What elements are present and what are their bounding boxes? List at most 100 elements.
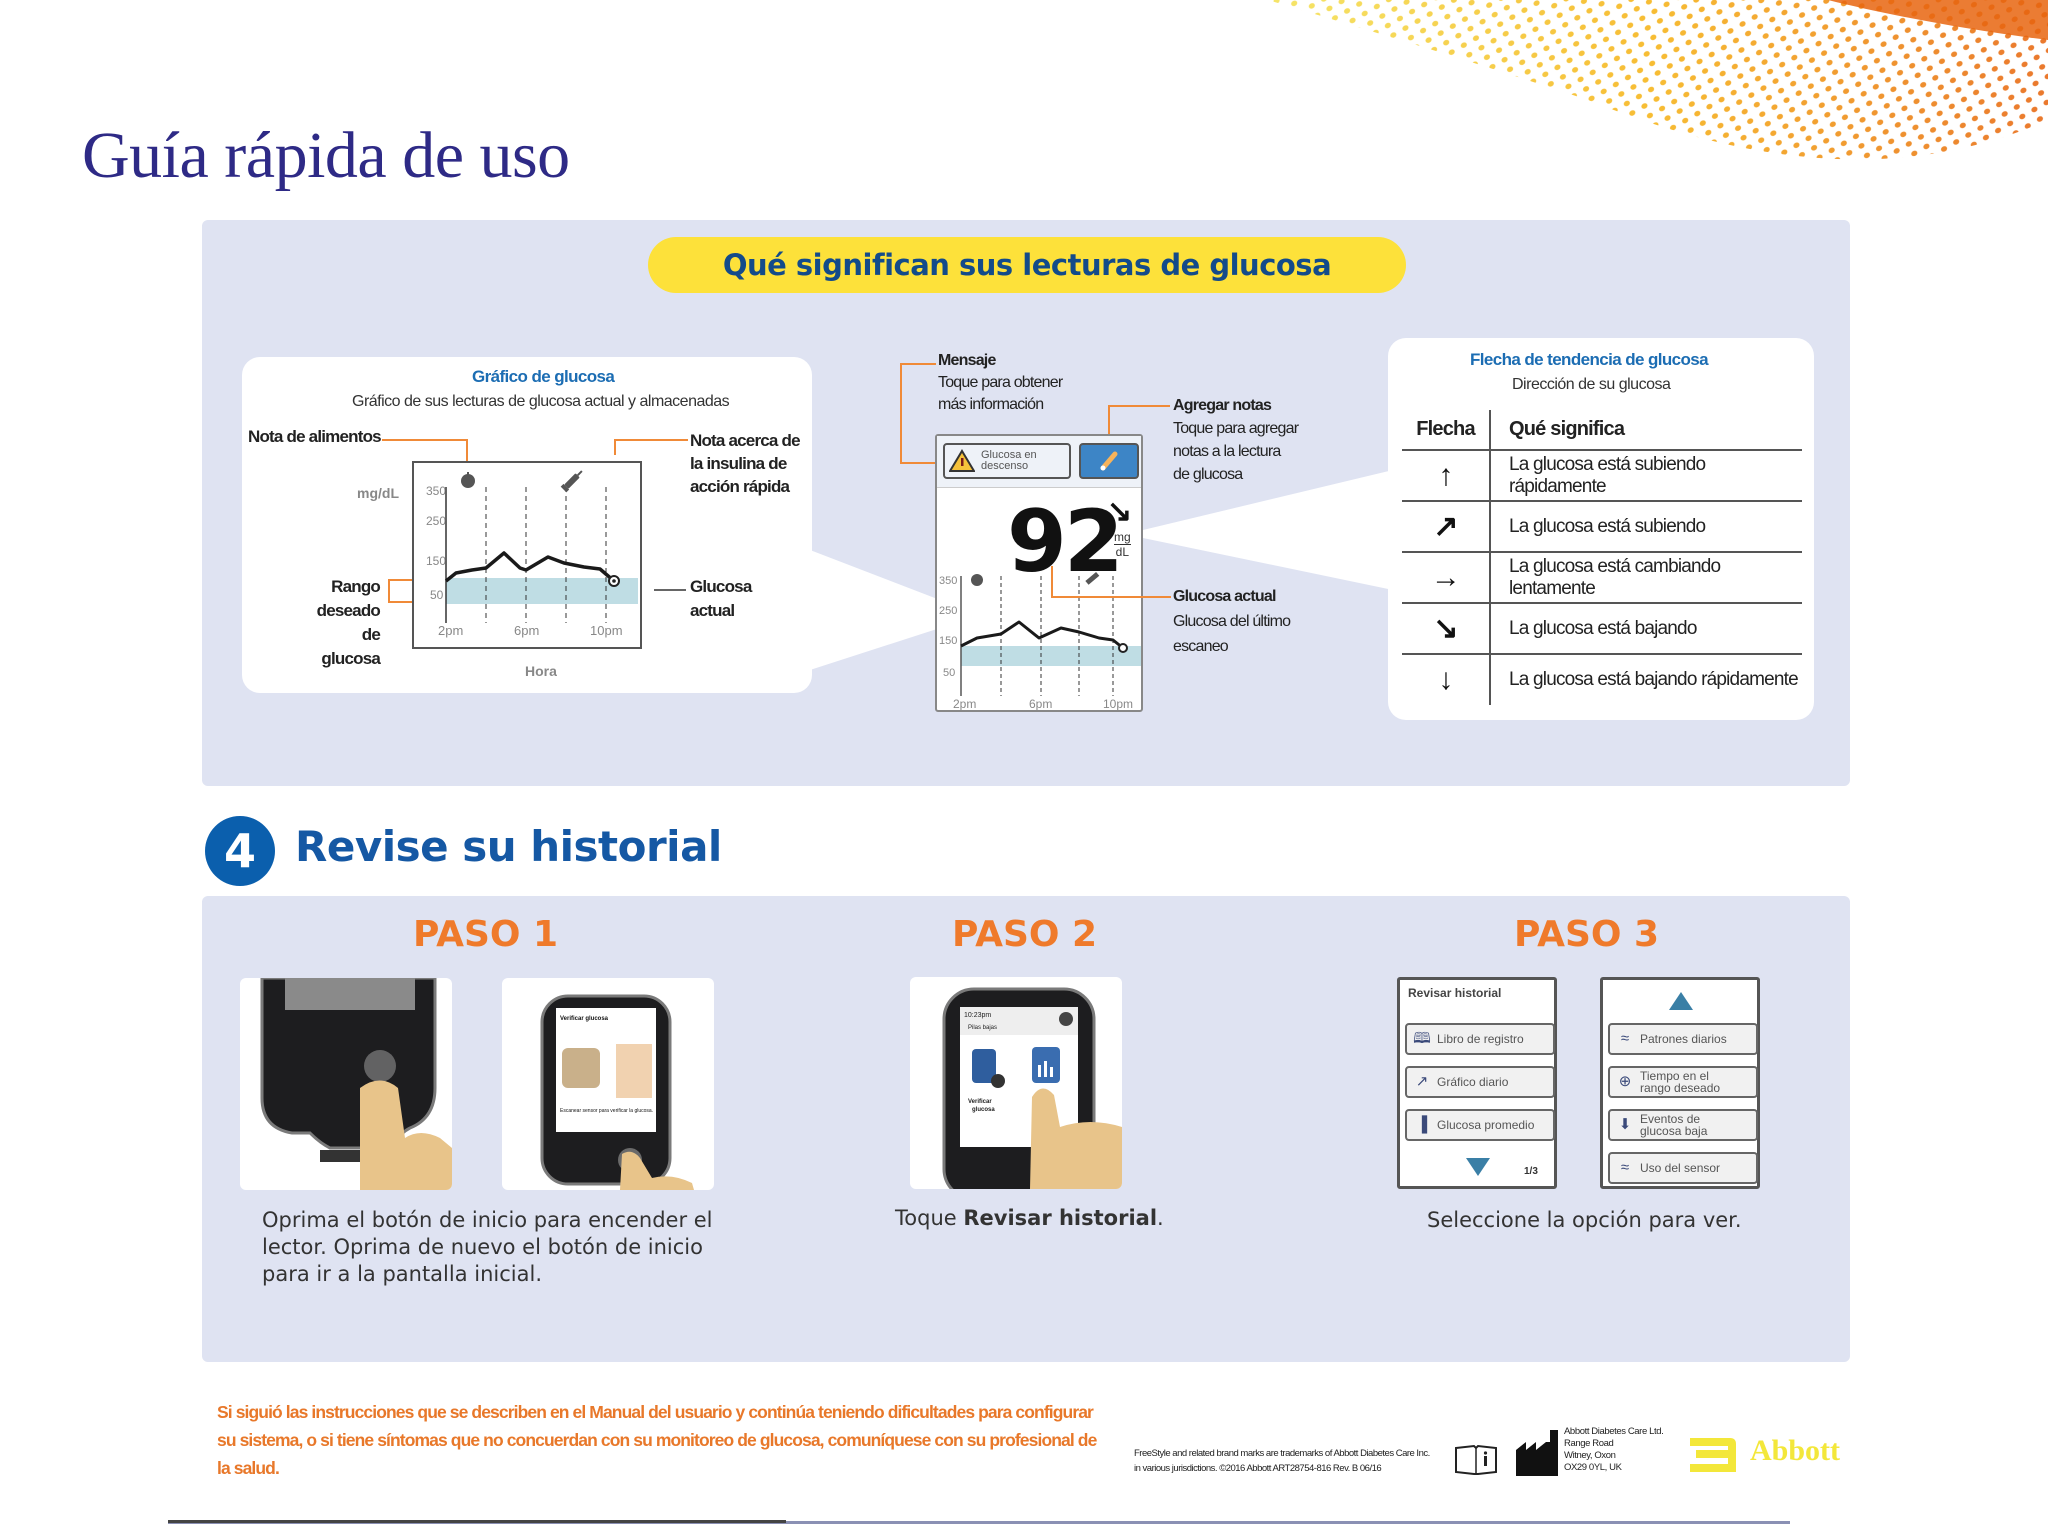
pencil-icon xyxy=(1100,451,1118,471)
insulin-note-label: Nota acerca de la insulina de acción ráp… xyxy=(690,431,801,496)
legal-text: FreeStyle and related brand marks are tr… xyxy=(1134,1448,1430,1474)
scroll-down-icon[interactable] xyxy=(1466,1158,1490,1176)
step2-image: 10:23pm Pilas bajas Verificar glucosa xyxy=(910,977,1122,1189)
current-glucose-label: Glucosa actual xyxy=(690,577,752,620)
svg-text:350: 350 xyxy=(426,484,446,498)
bottom-rule-accent xyxy=(168,1520,786,1523)
warning-icon xyxy=(949,449,975,472)
step1-image-home: Verificar glucosa Escanear sensor para v… xyxy=(502,978,714,1190)
gear-icon xyxy=(1059,1012,1073,1026)
glucose-graph-card: Gráfico de glucosa Gráfico de sus lectur… xyxy=(242,357,812,693)
menu-daily-patterns[interactable]: ≈ Patrones diarios xyxy=(1608,1023,1758,1055)
arrow-up-icon: ↑ xyxy=(1438,458,1453,492)
abbott-wordmark: Abbott xyxy=(1750,1434,1841,1467)
svg-text:10pm: 10pm xyxy=(1103,697,1133,711)
step3-label: PASO 3 xyxy=(1514,914,1660,955)
manufacturer-icon xyxy=(1516,1430,1558,1476)
svg-text:6pm: 6pm xyxy=(1029,697,1052,711)
patterns-icon: ≈ xyxy=(1620,1030,1630,1047)
trend-connector xyxy=(1143,470,1393,590)
trend-row: ↗ La glucosa está subiendo xyxy=(1402,500,1802,552)
glucose-chart: 350 250 150 50 2pm 6pm 10pm xyxy=(412,461,642,649)
svg-text:10:23pm: 10:23pm xyxy=(964,1012,991,1019)
section-title: Revise su historial xyxy=(295,822,722,871)
syringe-icon xyxy=(560,470,583,493)
target-range-label: Rango deseado de glucosa xyxy=(316,577,381,668)
mini-glucose-chart: 350 250 150 50 2pm 6pm 10pm xyxy=(939,571,1141,711)
y-axis-unit: mg/dL xyxy=(357,485,399,501)
svg-text:250: 250 xyxy=(939,605,957,617)
consult-instructions-icon xyxy=(1455,1444,1497,1475)
trend-card-subtitle: Dirección de su glucosa xyxy=(1512,376,1671,393)
page-indicator: 1/3 xyxy=(1524,1166,1538,1177)
step2-label: PASO 2 xyxy=(952,914,1098,955)
svg-text:50: 50 xyxy=(943,667,955,679)
glucose-chart-plot: 350 250 150 50 2pm 6pm 10pm xyxy=(426,470,638,638)
col-meaning-header: Qué significa xyxy=(1509,418,1625,440)
message-callout: Mensaje Toque para obtener más informaci… xyxy=(938,352,1063,413)
menu-time-in-range[interactable]: ⊕ Tiempo en el rango deseado xyxy=(1608,1066,1758,1098)
glucose-reading: 92 xyxy=(1007,492,1124,592)
svg-text:Verificar: Verificar xyxy=(968,1099,992,1105)
menu-logbook[interactable]: 🕮 Libro de registro xyxy=(1405,1023,1555,1055)
reader-screen: Glucosa en descenso 92 ↘ mg dL 350 250 150… xyxy=(935,434,1143,712)
food-note-label: Nota de alimentos xyxy=(248,427,382,446)
add-note-button[interactable] xyxy=(1079,443,1139,479)
book-icon: 🕮 xyxy=(1413,1030,1431,1047)
add-notes-callout: Agregar notas Toque para agregar notas a… xyxy=(1173,397,1299,483)
arrow-down-icon: ↓ xyxy=(1438,663,1453,696)
svg-text:glucosa: glucosa xyxy=(972,1107,995,1113)
review-history-menu-page2: ≈ Patrones diarios ⊕ Tiempo en el rango de… xyxy=(1600,977,1760,1189)
wireless-icon: ≈ xyxy=(1620,1159,1630,1176)
slide-title: Guía rápida de uso xyxy=(82,119,570,192)
graph-connector xyxy=(810,550,940,670)
section-number-badge: 4 xyxy=(205,816,275,886)
scroll-up-icon[interactable] xyxy=(1669,992,1693,1010)
target-icon: ⊕ xyxy=(1618,1073,1632,1090)
graph-card-title: Gráfico de glucosa xyxy=(472,367,615,386)
trend-arrow-table: Flecha Qué significa ↑ La glucosa está s… xyxy=(1402,410,1802,705)
trend-arrow-icon: ↘ xyxy=(1107,495,1133,528)
current-glucose-callout: Glucosa actual Glucosa del último escane… xyxy=(1173,588,1291,655)
menu-low-glucose-events[interactable]: ⬇ Eventos de glucosa baja xyxy=(1608,1109,1758,1141)
step1-label: PASO 1 xyxy=(413,914,559,955)
arrow-right-icon: → xyxy=(1430,560,1461,594)
x-axis-title: Hora xyxy=(525,663,557,679)
step1-image-power xyxy=(240,978,452,1190)
trend-row: ↘ La glucosa está bajando xyxy=(1402,602,1802,654)
abbott-logo: Abbott xyxy=(1686,1434,1840,1476)
trend-row: ↑ La glucosa está subiendo rápidamente xyxy=(1402,449,1802,501)
svg-text:2pm: 2pm xyxy=(438,623,463,638)
apple-icon xyxy=(971,574,983,586)
step2-text: Toque Revisar historial. xyxy=(895,1206,1164,1230)
readings-banner: Qué significan sus lecturas de glucosa xyxy=(648,237,1406,293)
message-button[interactable]: Glucosa en descenso xyxy=(943,443,1071,479)
svg-text:50: 50 xyxy=(430,588,444,602)
svg-text:350: 350 xyxy=(939,575,957,587)
glucose-unit: mg dL xyxy=(1114,530,1131,559)
svg-text:Pilas bajas: Pilas bajas xyxy=(968,1025,997,1031)
trend-row: → La glucosa está cambiando lentamente xyxy=(1402,551,1802,603)
bottom-rule xyxy=(168,1521,1790,1524)
arrow-up-right-icon: ↗ xyxy=(1433,510,1458,543)
halftone-decoration xyxy=(1268,0,2048,160)
graph-card-subtitle: Gráfico de sus lecturas de glucosa actua… xyxy=(352,393,730,410)
step3-text: Seleccione la opción para ver. xyxy=(1427,1208,1742,1232)
trend-row: ↓ La glucosa está bajando rápidamente xyxy=(1402,653,1802,705)
col-arrow-header: Flecha xyxy=(1402,410,1491,450)
menu-average-glucose[interactable]: ▐ Glucosa promedio xyxy=(1405,1109,1555,1141)
support-note: Si siguió las instrucciones que se descr… xyxy=(217,1402,1097,1478)
menu-sensor-usage[interactable]: ≈ Uso del sensor xyxy=(1608,1152,1758,1184)
syringe-icon xyxy=(1085,571,1100,585)
svg-text:150: 150 xyxy=(426,554,446,568)
apple-icon xyxy=(461,472,475,488)
svg-text:Verificar glucosa: Verificar glucosa xyxy=(560,1016,609,1022)
svg-text:2pm: 2pm xyxy=(953,697,976,711)
food-note-line xyxy=(382,439,466,441)
arrow-down-right-icon: ↘ xyxy=(1433,612,1458,645)
menu-daily-graph[interactable]: ↗ Gráfico diario xyxy=(1405,1066,1555,1098)
svg-text:150: 150 xyxy=(939,635,957,647)
bar-chart-icon: ▐ xyxy=(1416,1116,1428,1133)
manufacturer-address: Abbott Diabetes Care Ltd. Range Road Wit… xyxy=(1564,1426,1664,1473)
svg-text:250: 250 xyxy=(426,514,446,528)
